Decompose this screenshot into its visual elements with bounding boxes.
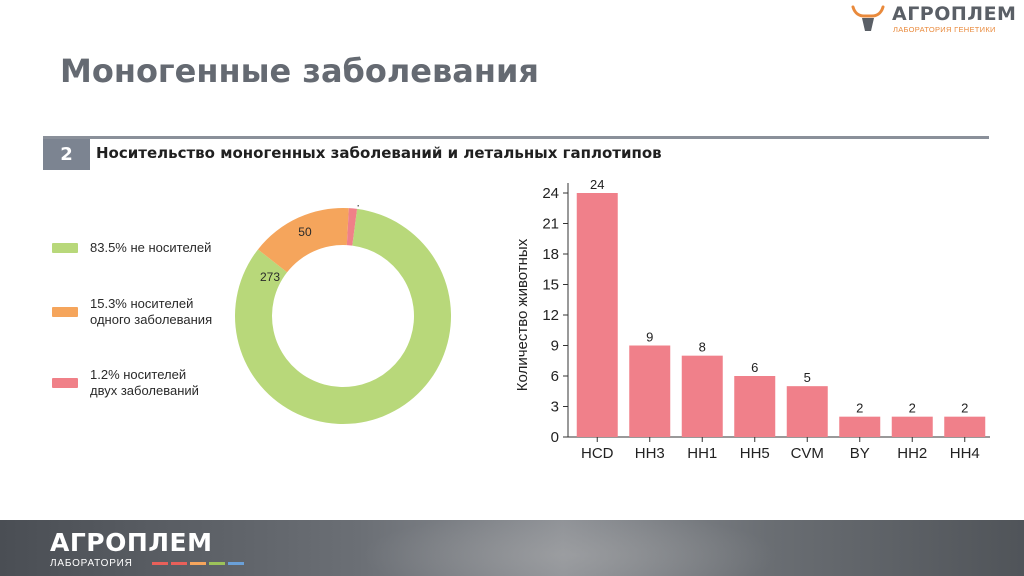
y-tick-label: 21 bbox=[542, 216, 559, 233]
y-axis-title: Количество животных bbox=[514, 238, 531, 391]
x-tick-label: CVM bbox=[791, 445, 824, 462]
footer-brand-text: АГРОПЛЕМ bbox=[50, 528, 213, 557]
bar-value-label: 2 bbox=[909, 401, 916, 416]
donut-value-label: 273 bbox=[260, 270, 280, 284]
bar-value-label: 2 bbox=[856, 401, 863, 416]
donut-slice bbox=[346, 208, 358, 246]
legend-swatch bbox=[52, 378, 78, 388]
bar bbox=[839, 416, 881, 437]
bar-value-label: 24 bbox=[590, 177, 604, 192]
bar bbox=[734, 376, 776, 437]
bull-head-icon bbox=[851, 5, 885, 31]
bar-value-label: 8 bbox=[699, 340, 706, 355]
section-title: Носительство моногенных заболеваний и ле… bbox=[96, 144, 662, 162]
logo-subtitle: ЛАБОРАТОРИЯ ГЕНЕТИКИ bbox=[893, 25, 996, 34]
y-tick-label: 0 bbox=[551, 429, 559, 446]
bar-chart: 0 3 6 9 12 15 18 21 24 Количество животных 24 HCD 9 H… bbox=[514, 177, 990, 462]
y-tick-label: 24 bbox=[542, 185, 559, 202]
x-tick-label: HH2 bbox=[897, 445, 927, 462]
x-tick-label: BY bbox=[850, 445, 870, 462]
brand-logo: АГРОПЛЕМ ЛАБОРАТОРИЯ ГЕНЕТИКИ bbox=[850, 2, 1024, 38]
bar bbox=[576, 193, 618, 437]
donut-value-label: 4 bbox=[354, 205, 361, 209]
donut-value-label: 50 bbox=[298, 225, 312, 239]
donut-slice bbox=[257, 208, 349, 273]
bar bbox=[786, 386, 828, 437]
y-tick-label: 12 bbox=[542, 307, 559, 324]
x-tick-label: HH3 bbox=[635, 445, 665, 462]
footer-stripe bbox=[228, 562, 244, 565]
bar bbox=[681, 355, 723, 437]
y-tick-label: 3 bbox=[551, 399, 559, 416]
footer-color-stripes bbox=[152, 562, 247, 576]
bar-value-label: 2 bbox=[961, 401, 968, 416]
legend-label: 83.5% не носителей bbox=[90, 240, 212, 255]
footer-stripe bbox=[209, 562, 225, 565]
donut-chart: 273 50 4 bbox=[235, 205, 451, 424]
footer-stripe bbox=[171, 562, 187, 565]
bar bbox=[891, 416, 933, 437]
legend-label: 15.3% носителей одного заболевания bbox=[90, 296, 213, 327]
page-title: Моногенные заболевания bbox=[60, 52, 539, 90]
bar-value-label: 9 bbox=[646, 330, 653, 345]
logo-brand-text: АГРОПЛЕМ bbox=[892, 3, 1017, 25]
y-tick-label: 15 bbox=[542, 277, 559, 294]
section-divider bbox=[43, 136, 989, 139]
y-tick-label: 6 bbox=[551, 368, 559, 385]
x-tick-label: HH4 bbox=[950, 445, 980, 462]
x-tick-label: HH5 bbox=[740, 445, 770, 462]
x-tick-label: HH1 bbox=[687, 445, 717, 462]
y-tick-label: 18 bbox=[542, 246, 559, 263]
legend-swatch bbox=[52, 307, 78, 317]
bar bbox=[944, 416, 986, 437]
footer-banner: АГРОПЛЕМ ЛАБОРАТОРИЯ bbox=[0, 520, 1024, 576]
legend-swatch bbox=[52, 243, 78, 253]
donut-slice bbox=[235, 208, 451, 424]
section-number-badge: 2 bbox=[43, 139, 90, 170]
bar-value-label: 5 bbox=[804, 370, 811, 385]
x-tick-label: HCD bbox=[581, 445, 614, 462]
footer-stripe bbox=[190, 562, 206, 565]
bar-value-label: 6 bbox=[751, 360, 758, 375]
footer-subtitle: ЛАБОРАТОРИЯ bbox=[50, 558, 133, 569]
legend-label: 1.2% носителей двух заболеваний bbox=[90, 367, 199, 398]
footer-stripe bbox=[152, 562, 168, 565]
y-tick-label: 9 bbox=[551, 338, 559, 355]
bar bbox=[629, 345, 671, 437]
